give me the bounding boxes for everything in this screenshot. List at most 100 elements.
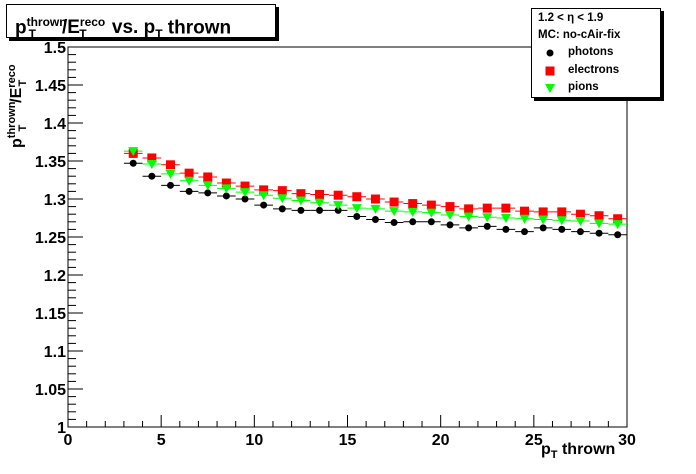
pions-point xyxy=(482,213,493,223)
y-tick-label: 1 xyxy=(57,420,66,437)
photons-point xyxy=(185,187,193,195)
y-tick-label: 1.35 xyxy=(35,154,66,171)
pions-point xyxy=(538,215,549,225)
x-tick-label: 15 xyxy=(339,432,357,449)
y-tick-label: 1.3 xyxy=(44,192,66,209)
title-sup-reco: reco xyxy=(79,15,106,29)
electrons-point xyxy=(464,204,474,214)
y-tick-label: 1.5 xyxy=(44,40,66,57)
pions-point xyxy=(202,181,213,191)
photons-point xyxy=(409,218,417,226)
y-tick-label: 1.4 xyxy=(44,116,66,133)
plot-frame xyxy=(67,46,628,428)
electrons-point xyxy=(203,172,213,182)
x-tick-label: 20 xyxy=(432,432,450,449)
legend-entry-electrons: electrons xyxy=(532,63,660,80)
pions-point xyxy=(500,214,511,223)
pions-point xyxy=(295,196,306,206)
pions-point xyxy=(221,184,232,194)
x-tick-label: 30 xyxy=(618,432,636,449)
electrons-point xyxy=(557,207,567,217)
pions-point xyxy=(407,207,418,217)
title-sub-t2: T xyxy=(79,27,87,42)
y-tick-label: 1.1 xyxy=(44,344,66,361)
photons-point xyxy=(595,229,603,237)
photons-point xyxy=(204,189,212,197)
title-sub-t3: T xyxy=(155,27,163,42)
photons-point xyxy=(241,195,249,203)
pions-point xyxy=(575,217,586,227)
pions-point xyxy=(426,208,437,218)
x-tick-label: 0 xyxy=(64,432,73,449)
pions-point xyxy=(146,160,157,170)
title-text-p: p xyxy=(15,17,27,39)
photons-point xyxy=(260,201,268,209)
pions-point xyxy=(277,194,288,204)
y-title-sub: T xyxy=(16,79,29,87)
pions-point xyxy=(463,212,474,222)
y-title-sup: thrown xyxy=(6,101,18,139)
title-sub-t: T xyxy=(28,27,36,42)
photons-point xyxy=(502,225,510,233)
electrons-point xyxy=(445,202,455,212)
photons-point xyxy=(465,224,473,232)
electrons-point xyxy=(184,168,194,178)
y-tick-label: 1.05 xyxy=(35,382,66,399)
y-title-sub1: T xyxy=(16,124,29,132)
photons-point xyxy=(371,216,379,224)
pions-point xyxy=(333,201,344,211)
legend-entry-photons: photons xyxy=(532,45,660,62)
photons-point xyxy=(576,228,584,236)
pions-point xyxy=(128,147,139,157)
electrons-point xyxy=(333,190,343,200)
square-marker-icon xyxy=(545,66,555,76)
photons-point xyxy=(334,206,342,214)
electrons-point xyxy=(296,189,306,199)
photons-point xyxy=(166,181,174,189)
plot-title: pthrownT/ErecoT vs. pT thrown xyxy=(6,4,276,42)
photons-point xyxy=(316,206,324,214)
electrons-point xyxy=(520,206,530,216)
photons-point xyxy=(446,221,454,229)
pions-point xyxy=(556,216,567,226)
electrons-point xyxy=(277,186,287,196)
title-text-e: /E xyxy=(61,17,80,39)
pions-point xyxy=(519,214,530,224)
photons-point xyxy=(390,219,398,227)
electrons-point xyxy=(370,194,380,204)
legend-label: pions xyxy=(568,81,599,93)
photons-point xyxy=(297,206,305,214)
electrons-point xyxy=(613,214,623,224)
x-axis-title: pT thrown xyxy=(541,441,615,461)
pions-point xyxy=(314,198,325,208)
photons-point xyxy=(129,159,137,167)
axis-ticks xyxy=(67,46,628,428)
electrons-point xyxy=(315,189,325,199)
photons-point xyxy=(614,231,622,239)
x-title-rest: thrown xyxy=(557,441,616,458)
pions-point xyxy=(389,207,400,217)
photons-point xyxy=(148,172,156,180)
x-title-sub: T xyxy=(550,449,558,462)
legend-entry-pions: pions xyxy=(532,80,660,97)
electrons-point xyxy=(482,203,492,213)
pions-point xyxy=(240,188,251,198)
photons-point xyxy=(539,224,547,232)
y-title-mid: /E xyxy=(8,87,26,103)
pions-point xyxy=(351,204,362,214)
triangle-down-marker-icon xyxy=(545,84,555,93)
electrons-point xyxy=(408,199,418,209)
y-title-p: p xyxy=(8,138,26,148)
title-text-thrown: thrown xyxy=(162,17,232,39)
electrons-point xyxy=(575,209,585,219)
x-tick-label: 25 xyxy=(525,432,543,449)
electrons-point xyxy=(594,211,604,221)
electrons-point xyxy=(538,207,548,217)
pions-point xyxy=(370,204,381,214)
y-tick-label: 1.45 xyxy=(35,78,66,95)
photons-point xyxy=(558,225,566,233)
legend: 1.2 < η < 1.9 MC: no-cAir-fix photons el… xyxy=(531,8,661,98)
electrons-point xyxy=(352,192,362,202)
electrons-point xyxy=(259,185,269,195)
